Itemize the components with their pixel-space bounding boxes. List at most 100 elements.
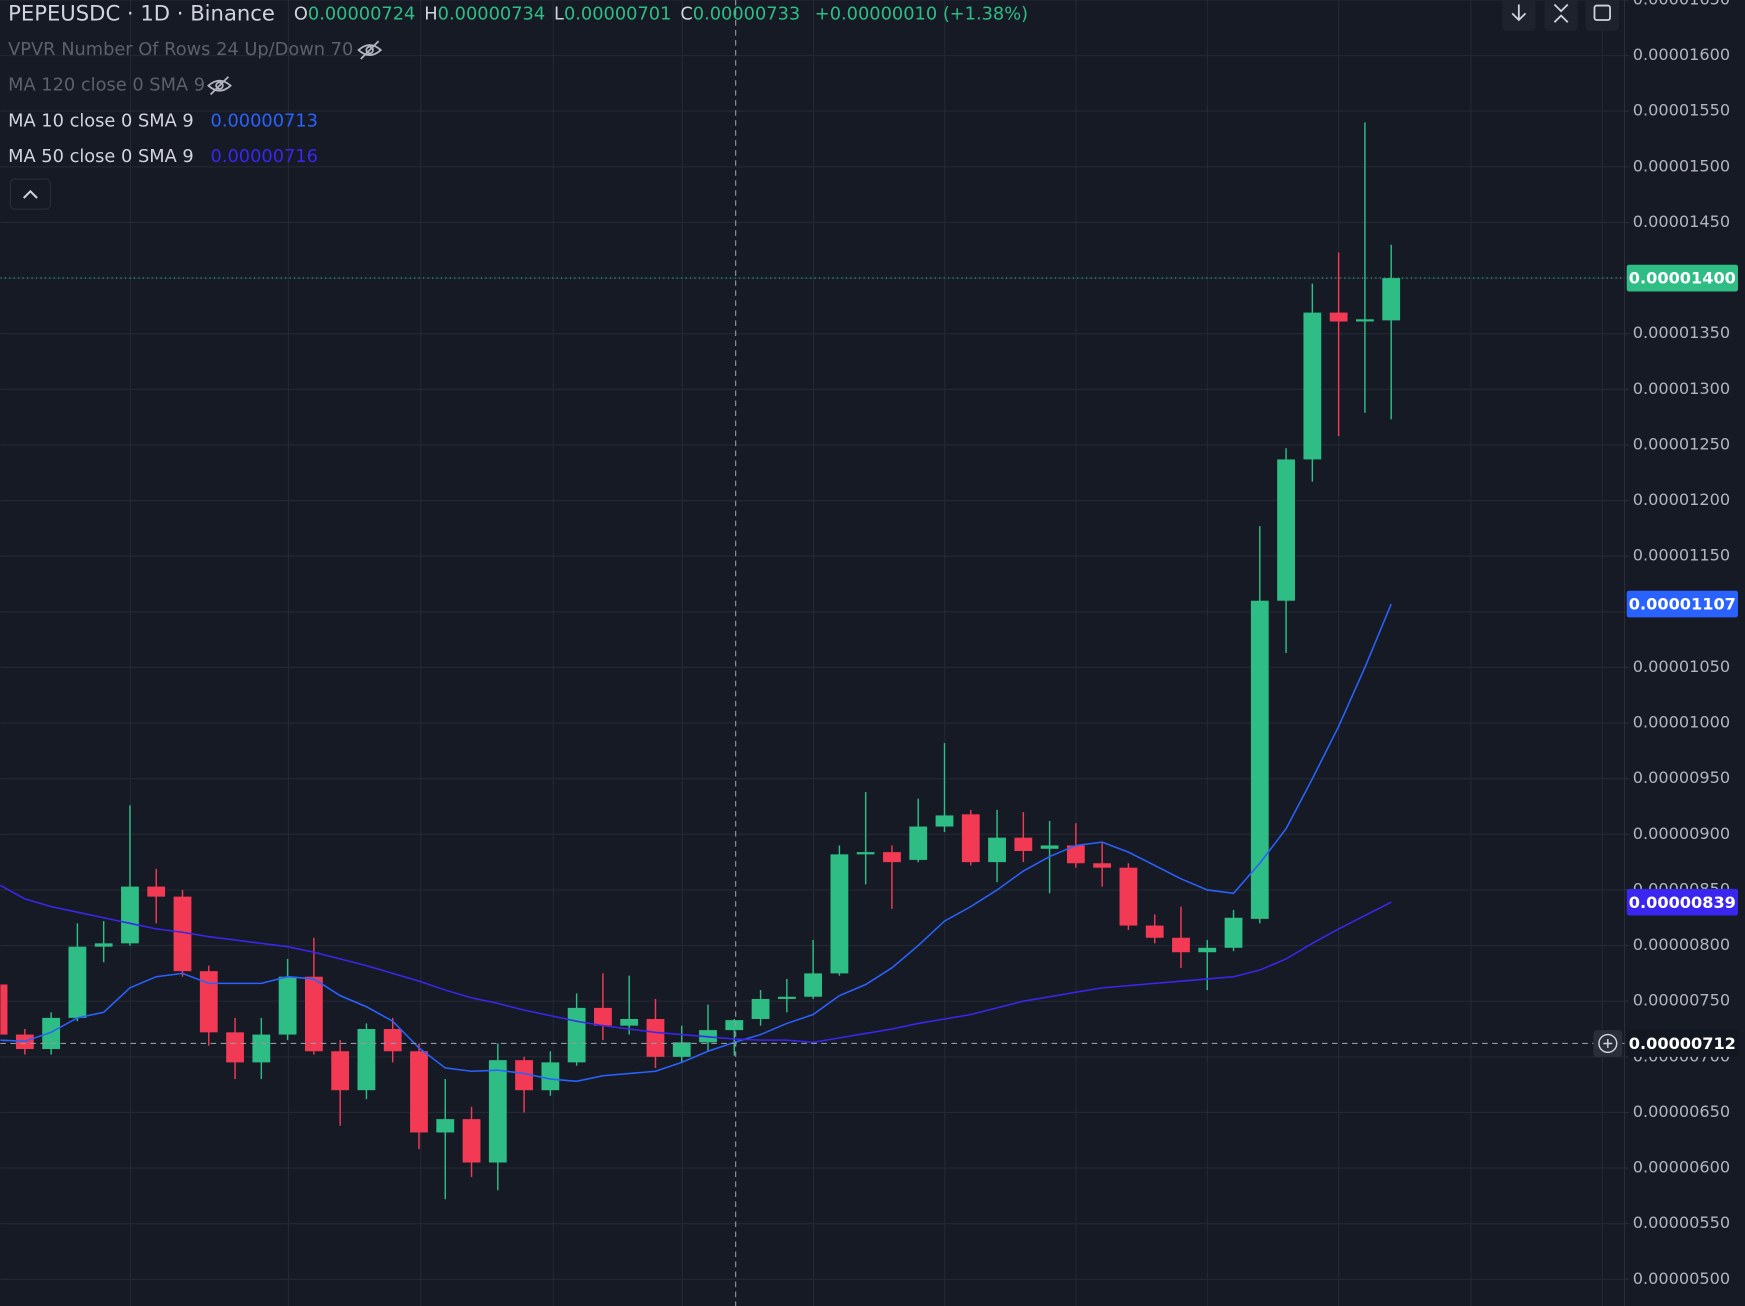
symbol-title: PEPEUSDC · 1D · Binance [8,0,275,25]
y-tick-label: 0.00001650 [1633,0,1730,9]
candle-body [567,1007,586,1063]
eye-pupil [365,45,374,55]
button-frame [1585,0,1619,32]
candle-body [804,973,823,997]
candle-body [1224,917,1243,948]
candle-body [1066,845,1085,864]
crosshair-box [1626,1030,1738,1057]
candle-body [725,1020,744,1031]
ma-name: MA 10 close 0 SMA 9 [8,110,194,131]
candle-body [0,984,8,1035]
price-axis: 0.00000500 0.00000550 0.00000600 0.00000650… [1624,0,1738,1288]
y-tick-label: 0.00001600 [1633,45,1730,64]
candle-body [672,1042,691,1057]
candle-body [436,1119,455,1133]
ma-line [0,884,1392,1044]
candle-body [462,1119,481,1163]
candle-body [1040,845,1059,849]
candle-body [883,852,901,863]
candle-body [1119,867,1138,926]
candle-body [488,1060,507,1163]
arrow-down-icon [1511,4,1527,22]
eye-off-icon[interactable] [357,40,383,60]
horizontal-grid [0,0,1625,1280]
y-tick-label: 0.00000750 [1633,991,1730,1010]
y-tick-label: 0.00000900 [1633,824,1730,843]
ohlc-label: C [680,3,692,24]
ohlc-label: O [294,3,308,24]
candle-body [515,1060,533,1091]
ma-line [0,603,1392,1083]
candle-body [961,814,980,863]
candle-body [147,886,166,897]
candle-body [304,976,323,1052]
y-tick-label: 0.00000650 [1633,1102,1730,1121]
toolbar [1502,0,1619,32]
y-tick-label: 0.00001150 [1633,546,1730,565]
ohlc-group: O0.00000724 H0.00000734 L0.00000701 C0.0000… [294,3,800,24]
candle-body [1172,937,1190,953]
candle-body [410,1051,428,1133]
y-tick-label: 0.00001250 [1633,434,1730,453]
collapse-button[interactable] [1544,0,1578,32]
y-tick-label: 0.00000550 [1633,1213,1730,1232]
collapse-legend-button[interactable] [9,178,51,210]
scroll-down-button[interactable] [1502,0,1536,32]
chevron-up [23,189,38,199]
eye-slash [360,40,380,60]
candle-body [830,854,849,974]
candle-body [988,837,1006,863]
candle-body [1093,863,1112,868]
y-tick-label: 0.00001300 [1633,379,1730,398]
y-tick-label: 0.00001350 [1633,323,1730,342]
candle-body [856,852,875,855]
eye-slash [209,76,230,96]
candle-body [1382,278,1401,321]
y-tick-label: 0.00001200 [1633,490,1730,509]
y-tick-label: 0.00000600 [1633,1158,1730,1177]
candle-body [94,943,113,947]
add-alert-button[interactable] [1593,1030,1623,1057]
candle-body [383,1029,402,1052]
candle-body [620,1018,639,1026]
ma-last-label: 0.00000839 [1629,893,1736,912]
ohlc-value: 0.00000733 [693,3,800,24]
ma-legend: MA 10 close 0 SMA 9 0.00000713 [8,110,318,131]
hidden-indicator: VPVR Number Of Rows 24 Up/Down 70 [8,39,353,60]
plus-sign [1603,1039,1613,1048]
last-price-label: 0.00001400 [1629,269,1736,288]
candle-body [278,976,297,1035]
candle-body [1198,947,1217,953]
candle-body [909,826,928,860]
candle-body [226,1032,244,1063]
ohlc-label: L [554,3,564,24]
legend-header: PEPEUSDC · 1D · Binance O0.00000724 H 0.00… [8,0,1028,25]
candle-body [777,996,796,999]
hidden-indicator: MA 120 close 0 SMA 9 [8,75,205,96]
ohlc-value: 0.00000724 [308,3,415,24]
eye-off-icon[interactable] [207,76,232,96]
candle-body [1303,312,1322,460]
ohlc-value: 0.00000701 [564,3,671,24]
button-frame [9,178,51,210]
ma-value: 0.00000716 [211,146,318,167]
candle-body [42,1017,61,1050]
y-tick-label: 0.00001450 [1633,212,1730,231]
y-tick-label: 0.00001050 [1633,657,1730,676]
y-tick-label: 0.00000500 [1633,1269,1730,1288]
maximize-button[interactable] [1585,0,1619,32]
ma-value: 0.00000713 [211,110,318,131]
ma-last-label: 0.00001107 [1629,595,1736,614]
y-tick-label: 0.00001000 [1633,713,1730,732]
y-tick-label: 0.00001500 [1633,156,1730,175]
vertical-grid [129,0,1603,1306]
candle-body [1356,319,1374,322]
candle-body [173,896,192,972]
change: +0.00000010 (+1.38%) [815,3,1028,24]
candle-body [1329,312,1348,322]
candle-body [751,998,770,1019]
candle-body [646,1018,665,1057]
ohlc-label: H [424,3,437,24]
